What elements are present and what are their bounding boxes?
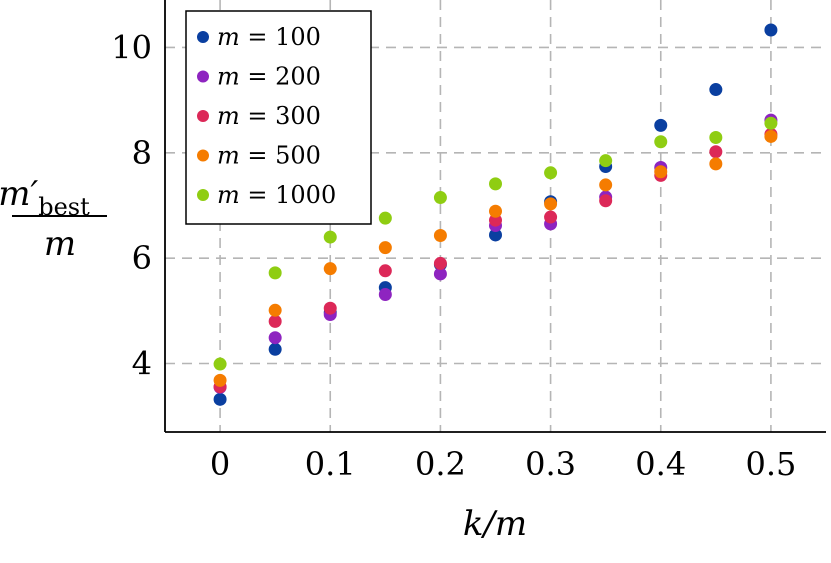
- x-tick-label: 0: [210, 445, 230, 483]
- y-tick-label: 10: [111, 28, 152, 66]
- x-axis-label: k/m: [463, 504, 527, 544]
- data-point: [378, 287, 392, 301]
- data-point: [378, 241, 392, 255]
- data-point: [323, 262, 337, 276]
- data-point: [213, 373, 227, 387]
- y-tick-label: 4: [132, 345, 152, 383]
- data-point: [544, 197, 558, 211]
- y-axis-label: m′best m: [0, 174, 107, 264]
- data-point: [544, 166, 558, 180]
- data-point: [709, 83, 723, 97]
- data-point: [268, 303, 282, 317]
- data-point: [323, 301, 337, 315]
- tick-labels: 0 0.1 0.2 0.3 0.4 0.5 4 6 8 10: [111, 28, 796, 483]
- data-point: [213, 392, 227, 406]
- x-tick-label: 0.4: [635, 445, 686, 483]
- data-point: [489, 204, 502, 218]
- legend-marker: [197, 70, 209, 83]
- data-point: [268, 331, 282, 345]
- data-point: [268, 266, 282, 280]
- data-point: [599, 178, 613, 192]
- data-point: [709, 157, 723, 171]
- legend-label: m = 500: [217, 142, 321, 170]
- y-tick-label: 8: [132, 134, 152, 172]
- data-point: [489, 213, 502, 227]
- legend-item: m = 1000: [197, 181, 336, 209]
- legend-label: m = 1000: [217, 181, 336, 209]
- data-point: [764, 23, 778, 37]
- legend-label: m = 100: [217, 23, 321, 51]
- data-point: [433, 228, 447, 242]
- data-point: [654, 165, 668, 179]
- data-point: [213, 357, 227, 371]
- legend-marker: [197, 149, 209, 162]
- y-tick-label: 6: [132, 239, 152, 277]
- data-point: [433, 191, 447, 205]
- y-label-numerator: m′best: [0, 174, 90, 221]
- legend-item: m = 300: [197, 102, 321, 130]
- data-point: [268, 342, 282, 356]
- data-point: [433, 267, 447, 281]
- data-point: [544, 210, 558, 224]
- data-point: [654, 118, 668, 132]
- legend-marker: [197, 31, 209, 43]
- data-point: [709, 145, 723, 159]
- legend-item: m = 100: [197, 23, 321, 51]
- data-point: [489, 228, 502, 242]
- legend-label: m = 200: [217, 63, 321, 91]
- data-point: [489, 177, 502, 191]
- x-tick-label: 0.2: [415, 445, 466, 483]
- axes: [164, 0, 826, 433]
- x-tick-label: 0.5: [745, 445, 796, 483]
- y-label-denominator: m: [44, 224, 76, 264]
- data-point: [599, 154, 613, 168]
- data-point: [654, 135, 668, 149]
- data-point: [764, 129, 778, 143]
- x-tick-label: 0.3: [525, 445, 576, 483]
- legend: m = 100 m = 200 m = 300 m = 500 m = 1000: [185, 10, 372, 225]
- data-point: [709, 131, 723, 145]
- legend-item: m = 200: [197, 63, 321, 91]
- data-point: [764, 116, 778, 130]
- data-point: [268, 314, 282, 328]
- data-points: [213, 23, 778, 406]
- data-point: [323, 230, 337, 244]
- data-point: [378, 264, 392, 278]
- x-tick-label: 0.1: [305, 445, 356, 483]
- legend-item: m = 500: [197, 142, 321, 170]
- data-point: [378, 211, 392, 225]
- legend-marker: [197, 189, 209, 201]
- legend-label: m = 300: [217, 102, 321, 130]
- legend-box: [185, 10, 372, 225]
- data-point: [599, 194, 613, 208]
- data-point: [433, 256, 447, 270]
- legend-marker: [197, 110, 209, 122]
